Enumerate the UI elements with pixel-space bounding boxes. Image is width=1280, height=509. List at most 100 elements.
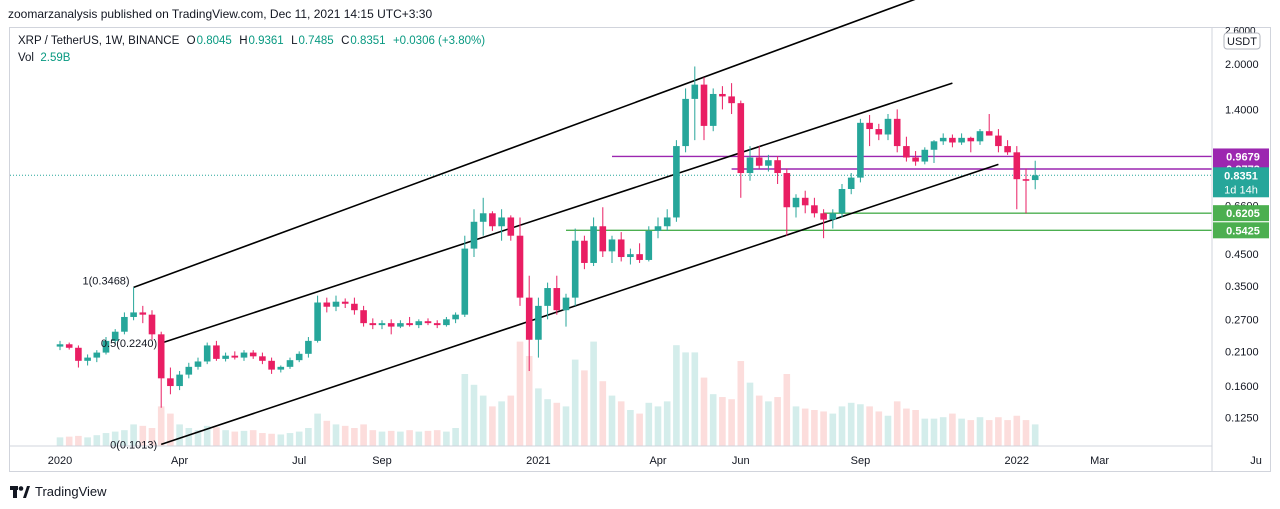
candle-body (231, 355, 239, 358)
candle (378, 320, 386, 330)
candle-body (84, 357, 91, 361)
volume-bar (1013, 415, 1021, 446)
volume-bar (535, 388, 542, 446)
volume-bar (249, 430, 257, 446)
candle-body (148, 314, 156, 335)
candle-body (746, 157, 754, 174)
candle (249, 350, 257, 359)
time-tick-label: Sep (851, 455, 871, 467)
volume-bar (295, 431, 303, 446)
volume-bar (268, 433, 275, 446)
candle (130, 287, 137, 321)
candle (737, 100, 745, 198)
candle (875, 123, 883, 141)
time-tick-label: Jun (732, 455, 750, 467)
candle (139, 305, 147, 324)
candle-body (995, 135, 1002, 147)
trend-lines (10, 0, 1212, 446)
price-tick-label: 2.0000 (1225, 59, 1259, 71)
volume-bar (562, 406, 570, 446)
candle-body (295, 353, 303, 361)
candle (884, 114, 892, 141)
tradingview-logo[interactable]: TradingView (10, 484, 107, 499)
candle-body (921, 149, 929, 162)
fib-label: 0.5(0.2240) (101, 338, 157, 350)
candle-body (121, 316, 128, 332)
volume-bar (654, 406, 662, 446)
volume-bar (406, 430, 413, 446)
fib-label: 0(0.1013) (110, 439, 157, 451)
volume-bar (746, 382, 754, 446)
candle (1022, 168, 1030, 214)
volume-bar (728, 399, 735, 446)
candle (562, 293, 570, 327)
candle-body (498, 217, 505, 227)
volume-bar (958, 418, 965, 446)
volume-bar (976, 417, 984, 446)
volume-bar (360, 424, 367, 446)
candle-body (608, 239, 616, 252)
candle (213, 340, 220, 361)
candle (341, 298, 349, 309)
candle-body (930, 141, 938, 150)
candle (277, 365, 285, 373)
price-tick-label: 0.1250 (1225, 413, 1259, 425)
volume-bar (259, 433, 266, 446)
candle-body (765, 160, 772, 166)
volume-bar (663, 401, 671, 446)
volume-bar (783, 374, 791, 446)
level-price-text: 0.5425 (1226, 225, 1260, 237)
chart-frame (9, 27, 1271, 472)
candle (111, 329, 119, 345)
candle-body (1004, 146, 1011, 153)
volume-bar (838, 406, 846, 446)
candle-body (249, 352, 257, 357)
volume-bar (433, 430, 441, 446)
candle (903, 136, 910, 162)
candle-body (682, 98, 689, 147)
volume-bar (139, 425, 147, 446)
price-tick-label: 0.4500 (1225, 249, 1259, 261)
volume-bar (323, 420, 331, 446)
candle (709, 88, 717, 132)
volume-bar (387, 430, 395, 446)
candle-body (719, 93, 726, 97)
candle (893, 109, 901, 153)
candle-body (939, 137, 947, 142)
volume-bar (369, 430, 377, 446)
volume-bar (939, 417, 947, 446)
volume-label: Vol (18, 52, 34, 64)
candle (1013, 146, 1021, 210)
volume-bar (341, 425, 349, 446)
candle (323, 297, 331, 313)
candle (397, 320, 404, 329)
time-tick-label: 2021 (526, 455, 550, 467)
volume-bar (516, 341, 524, 446)
candle (121, 312, 128, 335)
volume-bar (203, 425, 211, 446)
candle-body (728, 96, 735, 104)
candle-body (240, 352, 248, 358)
candle (535, 297, 542, 358)
candle-body (323, 302, 331, 307)
volume-bar (811, 410, 818, 446)
candle (866, 114, 873, 147)
volume-bar (912, 410, 919, 446)
candle (75, 345, 82, 368)
candle-body (673, 146, 680, 218)
candle-body (277, 366, 285, 370)
candle-body (912, 157, 919, 162)
volume-bar (636, 413, 643, 446)
price-tick-label-top: 2.6000 (1225, 26, 1256, 37)
volume-bar (111, 431, 119, 446)
price-tick-label: 0.2100 (1225, 346, 1259, 358)
candle-body (157, 334, 165, 379)
volume-bar (102, 433, 110, 446)
candle-body (774, 160, 781, 174)
currency-label: USDT (1227, 36, 1257, 48)
volume-bar (1031, 424, 1039, 446)
volume-bar (65, 436, 73, 446)
candle (765, 154, 772, 172)
candle-body (783, 173, 791, 208)
